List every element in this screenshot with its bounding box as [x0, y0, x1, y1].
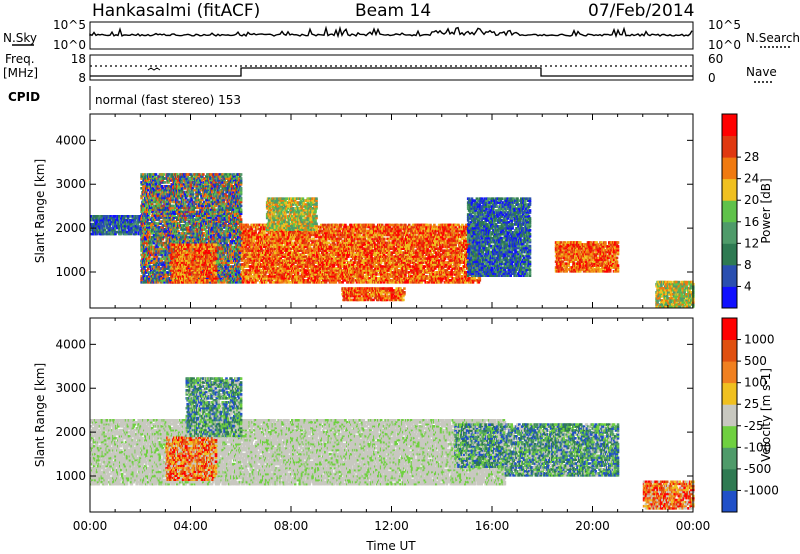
nave-label: Nave	[746, 65, 777, 79]
freq-panel: Freq. [MHz] 18 8 60 0 Nave	[3, 52, 777, 85]
power-echo-cell	[202, 173, 205, 176]
freq-tick-top: 18	[71, 52, 86, 66]
cpid-text: normal (fast stereo) 153	[95, 93, 241, 107]
nsearch-tick-bottom: 10^0	[708, 38, 741, 52]
station-title: Hankasalmi (fitACF)	[92, 1, 260, 21]
nsky-label: N.Sky	[3, 31, 37, 45]
freq-label-line1: Freq.	[5, 52, 35, 66]
power-echo-layer	[90, 173, 695, 308]
frequency-glitch	[148, 68, 160, 70]
nsearch-tick-top: 10^5	[708, 18, 741, 32]
power-echo-cell	[240, 187, 243, 190]
power-echo-cell	[240, 173, 243, 176]
frequency-trace	[90, 68, 693, 76]
nave-tick-top: 60	[708, 52, 723, 66]
nsearch-label: N.Search	[746, 31, 800, 45]
nsky-tick-bottom: 10^0	[53, 38, 86, 52]
date-title: 07/Feb/2014	[588, 1, 694, 21]
nave-tick-bottom: 0	[708, 71, 716, 85]
beam-title: Beam 14	[355, 1, 431, 21]
freq-tick-bottom: 8	[78, 71, 86, 85]
nsky-tick-top: 10^5	[53, 18, 86, 32]
power-echo-cell	[163, 181, 166, 184]
power-echo-cell	[240, 205, 243, 208]
power-echo-cell	[163, 173, 166, 176]
nsky-panel: N.Sky 10^5 10^0 10^5 10^0 N.Search	[3, 18, 800, 52]
power-echo-cell	[189, 273, 192, 276]
freq-label-line2: [MHz]	[3, 66, 38, 80]
power-echo-cell	[240, 218, 243, 221]
power-echo-cell	[240, 177, 243, 180]
power-echo-cell	[240, 197, 243, 200]
radar-figure: Hankasalmi (fitACF) Beam 14 07/Feb/2014 …	[0, 0, 800, 554]
power-echo-cell	[240, 209, 243, 212]
cpid-label: CPID	[8, 90, 40, 104]
cpid-row: CPID normal (fast stereo) 153	[8, 86, 241, 110]
nsky-trace	[90, 28, 692, 36]
